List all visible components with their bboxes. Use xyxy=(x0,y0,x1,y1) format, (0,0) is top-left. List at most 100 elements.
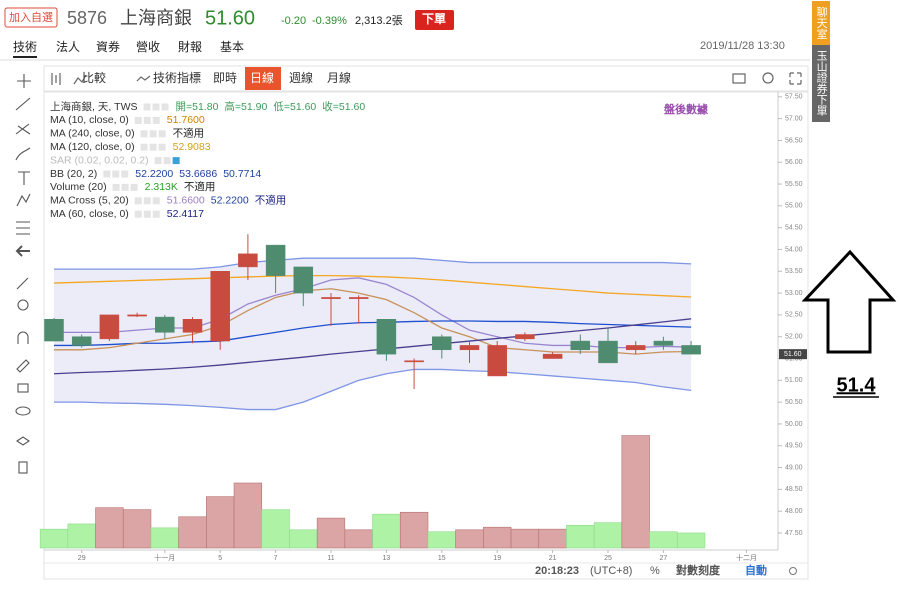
log-toggle[interactable]: 對數刻度 xyxy=(676,563,721,577)
tab[interactable]: 營收 xyxy=(136,40,160,54)
legend-icon[interactable] xyxy=(154,157,162,165)
tool-back[interactable] xyxy=(15,245,30,257)
legend-name: MA (240, close, 0) xyxy=(50,128,135,140)
volume-bar xyxy=(566,524,595,549)
change: -0.20 xyxy=(281,15,306,27)
legend-icon[interactable] xyxy=(149,130,157,138)
legend-icon[interactable] xyxy=(163,157,171,165)
indicator-line xyxy=(54,257,692,270)
tool-eye[interactable] xyxy=(15,406,31,416)
legend-icon[interactable] xyxy=(152,197,160,205)
datetime: 2019/11/28 13:30 xyxy=(700,40,785,52)
legend-icon[interactable] xyxy=(134,197,142,205)
watch-button[interactable] xyxy=(4,7,58,28)
candle-icon[interactable] xyxy=(51,73,61,85)
tab[interactable]: 財報 xyxy=(178,39,202,54)
order-button-label[interactable]: 下單 xyxy=(422,12,446,26)
legend-icon[interactable] xyxy=(112,183,120,191)
tool-fib[interactable] xyxy=(15,123,31,135)
settings-icon[interactable] xyxy=(762,72,774,84)
tool-lock-draw[interactable] xyxy=(16,359,30,373)
volume-bar xyxy=(649,531,678,549)
fullscreen-icon[interactable] xyxy=(789,72,802,85)
camera-icon[interactable] xyxy=(732,73,746,84)
chat-tab[interactable] xyxy=(812,1,830,45)
y-tick-label: 51.00 xyxy=(785,377,803,384)
tool-pattern[interactable] xyxy=(16,193,31,207)
candle-body xyxy=(238,253,258,268)
tool-magnet[interactable] xyxy=(17,331,29,344)
volume-bar xyxy=(676,532,706,549)
legend-icon[interactable] xyxy=(130,183,138,191)
legend-icon[interactable] xyxy=(143,103,151,111)
tabs: 技術 法人 資券 營收 財報 基本 xyxy=(13,39,244,58)
y-tick-label: 50.00 xyxy=(785,421,803,428)
percent-toggle[interactable]: % xyxy=(650,565,660,577)
period[interactable]: 週線 xyxy=(289,70,313,85)
indicators[interactable]: 技術指標 xyxy=(153,70,201,85)
compare[interactable]: 比較 xyxy=(82,70,106,85)
tool-measure[interactable] xyxy=(16,221,30,235)
legend-icon[interactable] xyxy=(143,210,151,218)
tool-ruler[interactable] xyxy=(16,277,29,290)
legend-name: BB (20, 2) xyxy=(50,168,97,180)
tool-line[interactable] xyxy=(15,97,31,111)
legend-name: 上海商銀, 天, TWS xyxy=(50,100,138,113)
toolbar-icons xyxy=(51,72,802,85)
legend-icon[interactable] xyxy=(143,116,151,124)
legend-value: 51.7600 xyxy=(167,114,205,126)
legend-icon[interactable] xyxy=(121,183,129,191)
tool-zoom[interactable] xyxy=(17,299,29,311)
tool-lock[interactable] xyxy=(17,383,29,393)
watch-button-label[interactable]: 加入自選 xyxy=(9,11,53,24)
order-button[interactable] xyxy=(415,10,454,30)
period-active[interactable] xyxy=(245,67,281,90)
legend-icon[interactable] xyxy=(134,210,142,218)
legend-icon[interactable] xyxy=(152,103,160,111)
legend-icon[interactable] xyxy=(149,143,157,151)
stock-name: 上海商銀 xyxy=(120,8,192,28)
tab[interactable]: 法人 xyxy=(56,40,80,54)
legend-icon[interactable] xyxy=(112,170,120,178)
legend-icon[interactable] xyxy=(158,130,166,138)
tool-text[interactable] xyxy=(18,171,30,185)
legend-icon[interactable] xyxy=(134,116,142,124)
volume-bar xyxy=(510,528,540,549)
legend-icon[interactable] xyxy=(140,143,148,151)
tool-brush[interactable] xyxy=(15,147,31,161)
legend-icon[interactable] xyxy=(172,157,180,165)
broker-label[interactable]: 玉山證券下單 xyxy=(815,50,828,116)
x-tick-label: 13 xyxy=(383,555,391,562)
price: 51.60 xyxy=(205,7,255,29)
indicator-icon[interactable] xyxy=(136,75,151,82)
y-tick-label: 54.50 xyxy=(785,224,803,231)
volume-bar xyxy=(95,507,124,549)
chat-label[interactable]: 聊天室 xyxy=(815,5,828,39)
tab[interactable]: 技術 xyxy=(13,40,37,54)
legend-icon[interactable] xyxy=(140,130,148,138)
after-hours[interactable]: 盤後數據 xyxy=(663,102,709,116)
legend-icon[interactable] xyxy=(152,210,160,218)
tool-trash[interactable] xyxy=(18,461,28,474)
legend-icon[interactable] xyxy=(158,143,166,151)
tab[interactable]: 基本 xyxy=(220,40,244,54)
y-tick-label: 56.00 xyxy=(785,159,803,166)
legend-icon[interactable] xyxy=(152,116,160,124)
candle-body xyxy=(570,340,591,351)
tab[interactable]: 資券 xyxy=(96,39,120,54)
period[interactable]: 即時 xyxy=(213,71,237,85)
footer-settings[interactable] xyxy=(789,567,797,575)
legend-icon[interactable] xyxy=(121,170,129,178)
auto-toggle[interactable]: 自動 xyxy=(745,563,767,577)
legend-icon[interactable] xyxy=(161,103,169,111)
period[interactable]: 日線 xyxy=(250,70,274,85)
legend-icon[interactable] xyxy=(143,197,151,205)
compare-icon[interactable] xyxy=(73,74,87,85)
tool-crosshair[interactable] xyxy=(17,74,31,88)
tool-layers[interactable] xyxy=(16,436,30,446)
broker-tab[interactable] xyxy=(812,45,830,122)
volume-bar xyxy=(455,529,484,549)
legend-icon[interactable] xyxy=(103,170,111,178)
candle-body xyxy=(155,316,175,333)
period[interactable]: 月線 xyxy=(327,70,351,85)
